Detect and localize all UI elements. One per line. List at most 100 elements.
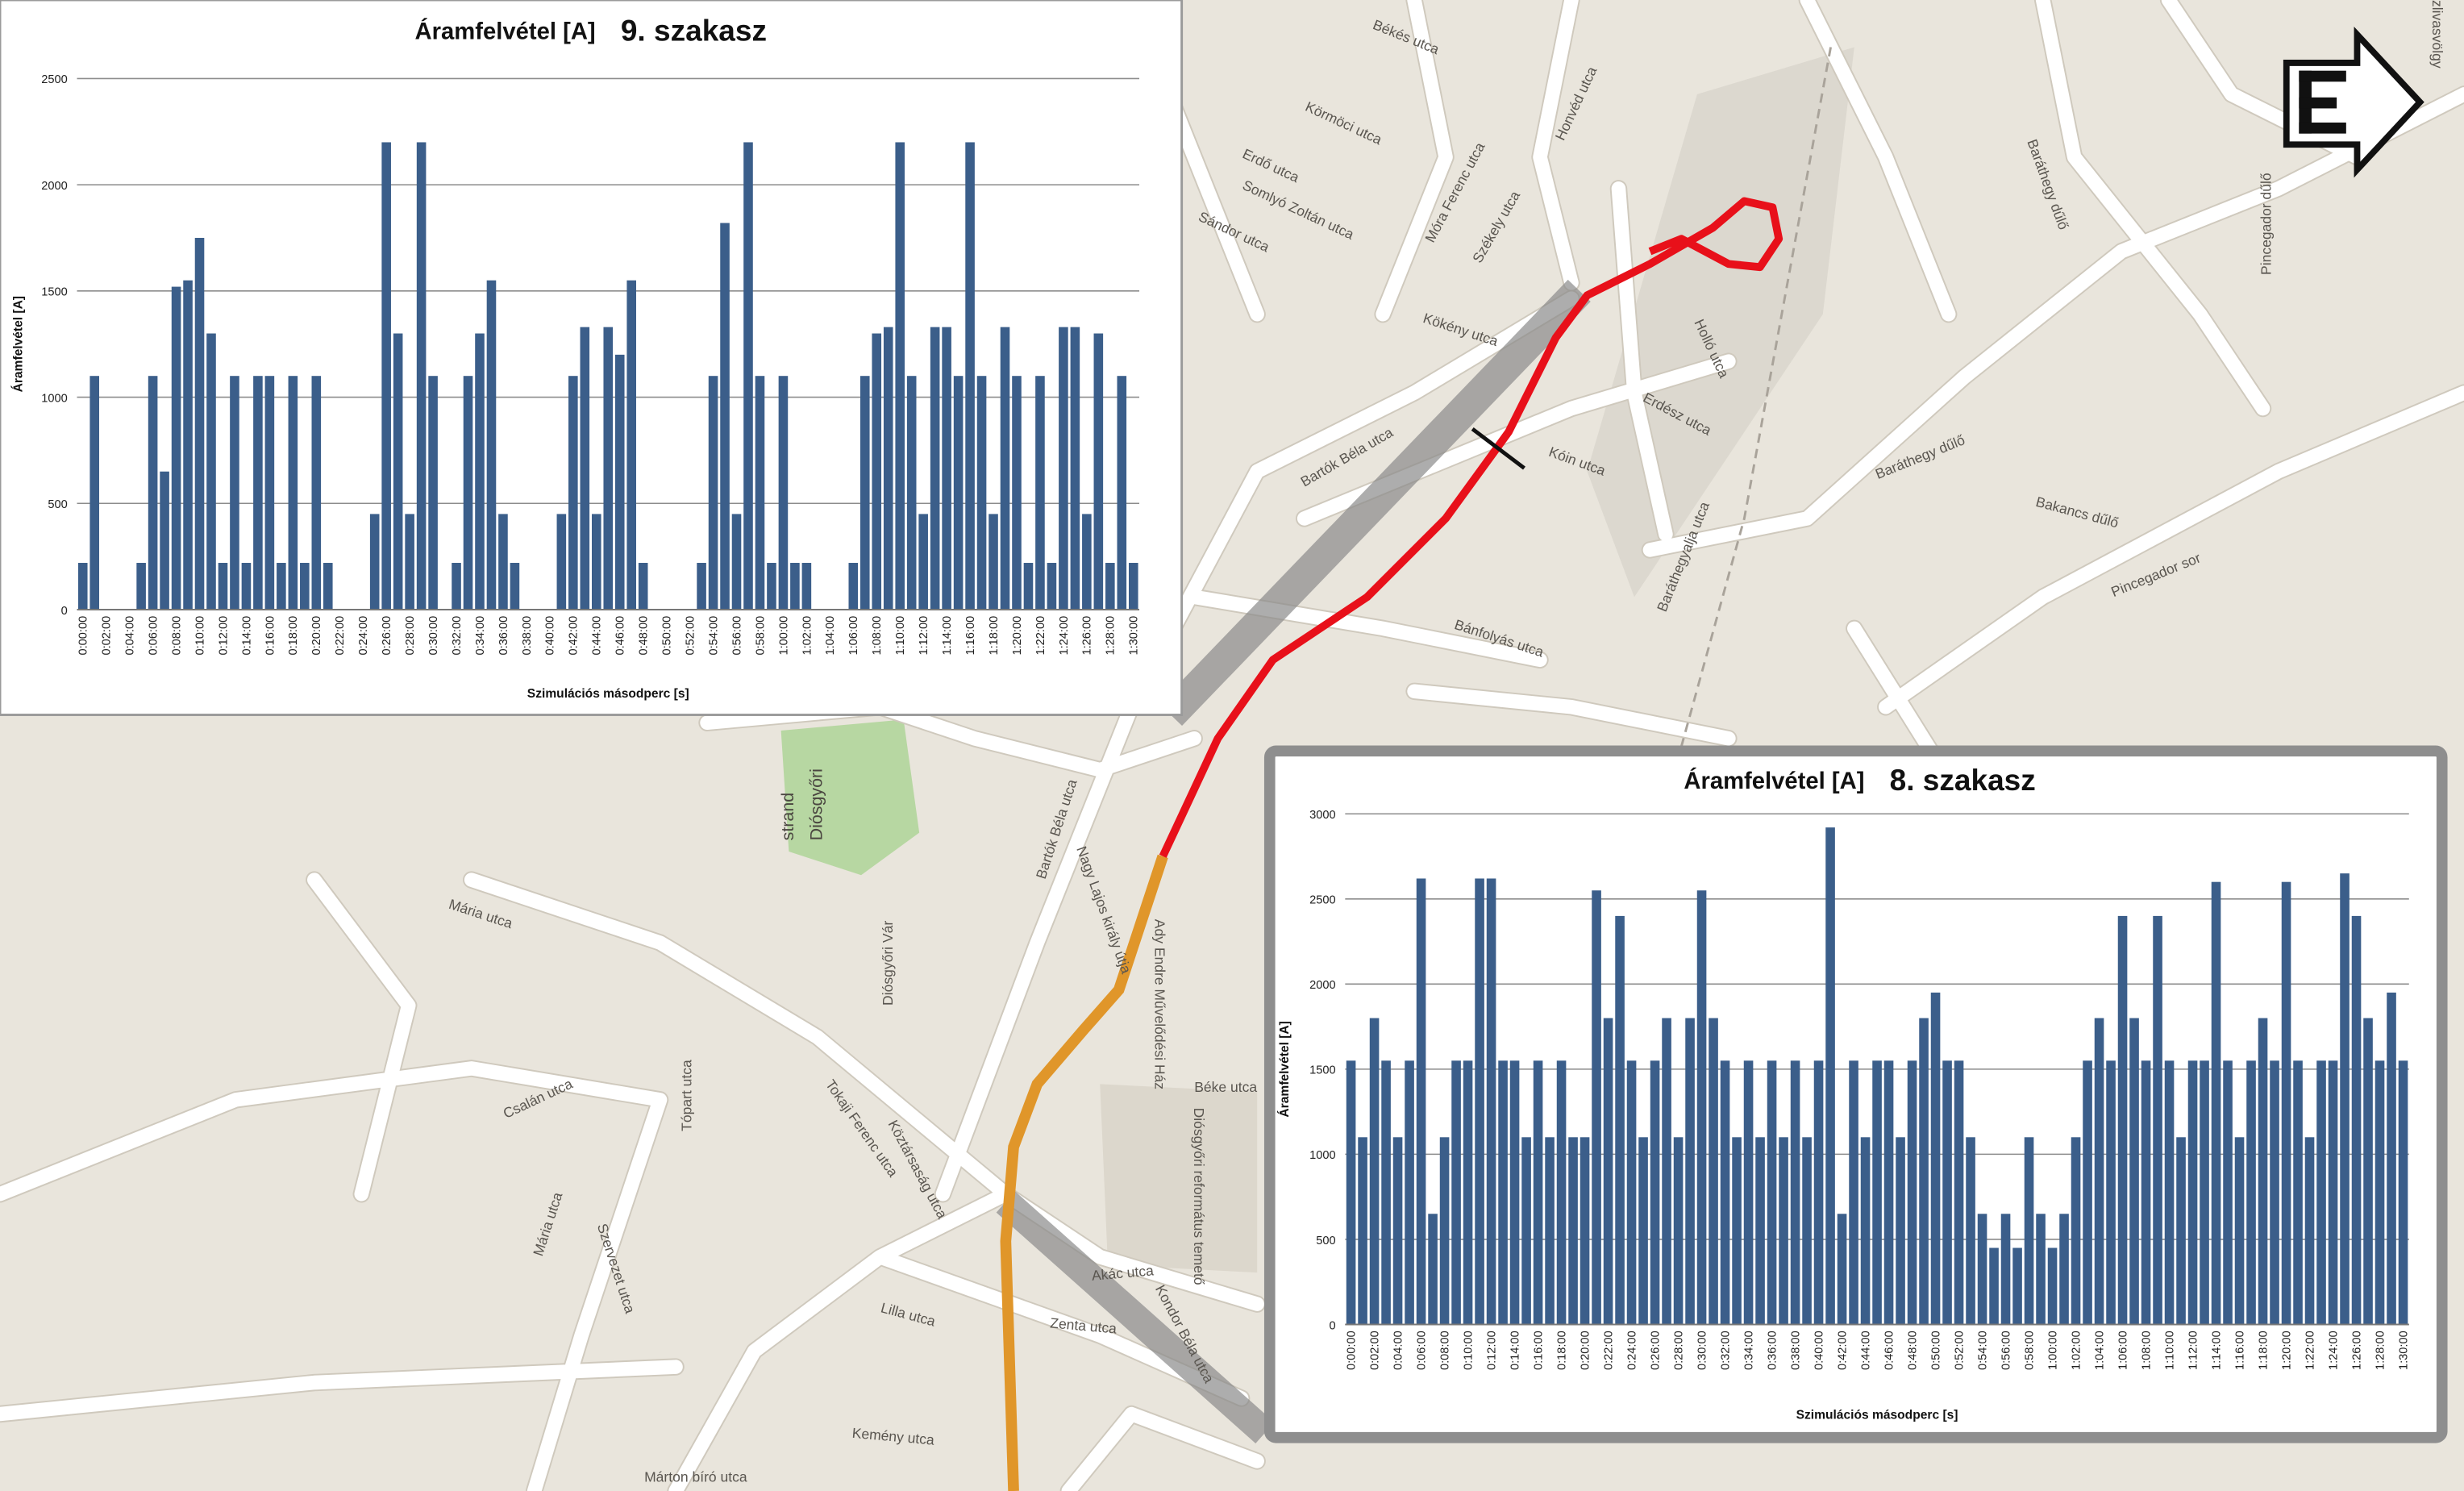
x-tick-label: 0:50:00 [1929, 1331, 1942, 1370]
x-tick-label: 1:10:00 [2163, 1331, 2176, 1370]
x-tick-label: 0:20:00 [310, 616, 323, 656]
bar [1837, 1214, 1847, 1325]
x-tick-label: 0:04:00 [1392, 1331, 1405, 1370]
bar [1521, 1137, 1531, 1325]
x-tick-label: 0:32:00 [1719, 1331, 1732, 1370]
chart-title: Áramfelvétel [A] [415, 18, 596, 45]
x-tick-label: 0:22:00 [1602, 1331, 1615, 1370]
x-tick-label: 0:50:00 [661, 616, 674, 656]
x-tick-label: 1:26:00 [1081, 616, 1094, 656]
bar [2375, 1060, 2385, 1325]
bar [1070, 327, 1080, 610]
bar [697, 563, 706, 610]
bar [1533, 1060, 1543, 1325]
bar [953, 376, 964, 610]
bar [2047, 1247, 2058, 1325]
x-tick-label: 0:36:00 [1766, 1331, 1779, 1370]
x-tick-label: 1:28:00 [1105, 616, 1118, 656]
bar [428, 376, 438, 610]
bar [1673, 1137, 1684, 1325]
bar [614, 354, 625, 610]
chart: Áramfelvétel [A] 9. szakasz Szimulációs má… [0, 0, 1184, 716]
route-section-8 [1000, 854, 1168, 1491]
x-tick-label: 1:24:00 [1058, 616, 1071, 656]
x-tick-label: 0:06:00 [147, 616, 160, 656]
bar [2071, 1137, 2081, 1325]
x-tick-label: 1:14:00 [941, 616, 954, 656]
x-tick-label: 0:54:00 [1976, 1331, 1989, 1370]
x-tick-label: 1:26:00 [2350, 1331, 2363, 1370]
bar [1696, 890, 1707, 1325]
bar [1966, 1137, 1975, 1325]
bar [206, 333, 216, 610]
x-tick-label: 0:18:00 [287, 616, 300, 656]
bar [1358, 1137, 1367, 1325]
place-label: Ady Endre Művelődési Ház [1151, 919, 1167, 1089]
y-tick-label: 3000 [1309, 809, 1336, 822]
bar [230, 376, 239, 610]
y-axis-title: Áramfelvétel [A] [1276, 1021, 1292, 1117]
bar [2293, 1060, 2303, 1325]
bar [1849, 1060, 1858, 1325]
street-label: Tópart utca [679, 1060, 695, 1131]
bar [918, 514, 928, 610]
y-tick-label: 0 [1329, 1319, 1335, 1332]
x-tick-label: 0:30:00 [1696, 1331, 1709, 1370]
x-tick-label: 0:16:00 [264, 616, 277, 656]
x-tick-label: 0:34:00 [1742, 1331, 1755, 1370]
bar [743, 142, 753, 610]
x-tick-label: 1:20:00 [1011, 616, 1024, 656]
bar [2141, 1060, 2151, 1325]
x-tick-label: 1:24:00 [2327, 1331, 2340, 1370]
bar [1105, 563, 1115, 610]
bar [288, 376, 298, 610]
x-tick-label: 0:34:00 [474, 616, 487, 656]
bar [1930, 992, 1941, 1325]
bar [2200, 1060, 2209, 1325]
x-tick-label: 1:04:00 [824, 616, 837, 656]
x-axis-title: Szimulációs másodperc [s] [527, 687, 689, 701]
bar [1451, 1060, 1461, 1325]
x-tick-label: 1:04:00 [2093, 1331, 2106, 1370]
bar [1592, 890, 1601, 1325]
bar [2024, 1137, 2034, 1325]
bar [2351, 915, 2362, 1325]
bar [1023, 563, 1034, 610]
bar [1082, 514, 1092, 610]
x-tick-label: 1:10:00 [894, 616, 907, 656]
bar [1755, 1137, 1765, 1325]
x-tick-label: 0:06:00 [1415, 1331, 1428, 1370]
x-tick-label: 1:22:00 [2304, 1331, 2316, 1370]
bar [2106, 1060, 2116, 1325]
x-tick-label: 0:12:00 [217, 616, 230, 656]
x-tick-label: 1:00:00 [777, 616, 790, 656]
bar [848, 563, 859, 610]
x-tick-label: 0:44:00 [1859, 1331, 1872, 1370]
bar [989, 514, 998, 610]
y-tick-label: 1500 [41, 286, 68, 299]
bar [1954, 1060, 1964, 1325]
x-tick-label: 1:28:00 [2374, 1331, 2387, 1370]
x-tick-label: 0:08:00 [1438, 1331, 1451, 1370]
logo [2283, 26, 2424, 178]
bar [2187, 1060, 2198, 1325]
bar [393, 333, 403, 610]
bar [1475, 878, 1484, 1325]
bar [883, 327, 893, 610]
bar [591, 514, 601, 610]
bar [1428, 1214, 1438, 1325]
bar [486, 280, 497, 610]
x-tick-label: 1:20:00 [2280, 1331, 2293, 1370]
x-tick-label: 0:32:00 [451, 616, 464, 656]
bar [1509, 1060, 1520, 1325]
x-tick-label: 1:30:00 [1128, 616, 1141, 656]
x-tick-label: 1:14:00 [2210, 1331, 2223, 1370]
bar [2223, 1060, 2233, 1325]
y-tick-label: 1000 [41, 392, 68, 405]
bar [790, 563, 800, 610]
bar [767, 563, 776, 610]
x-tick-label: 0:14:00 [1509, 1331, 1521, 1370]
bar [720, 223, 730, 610]
